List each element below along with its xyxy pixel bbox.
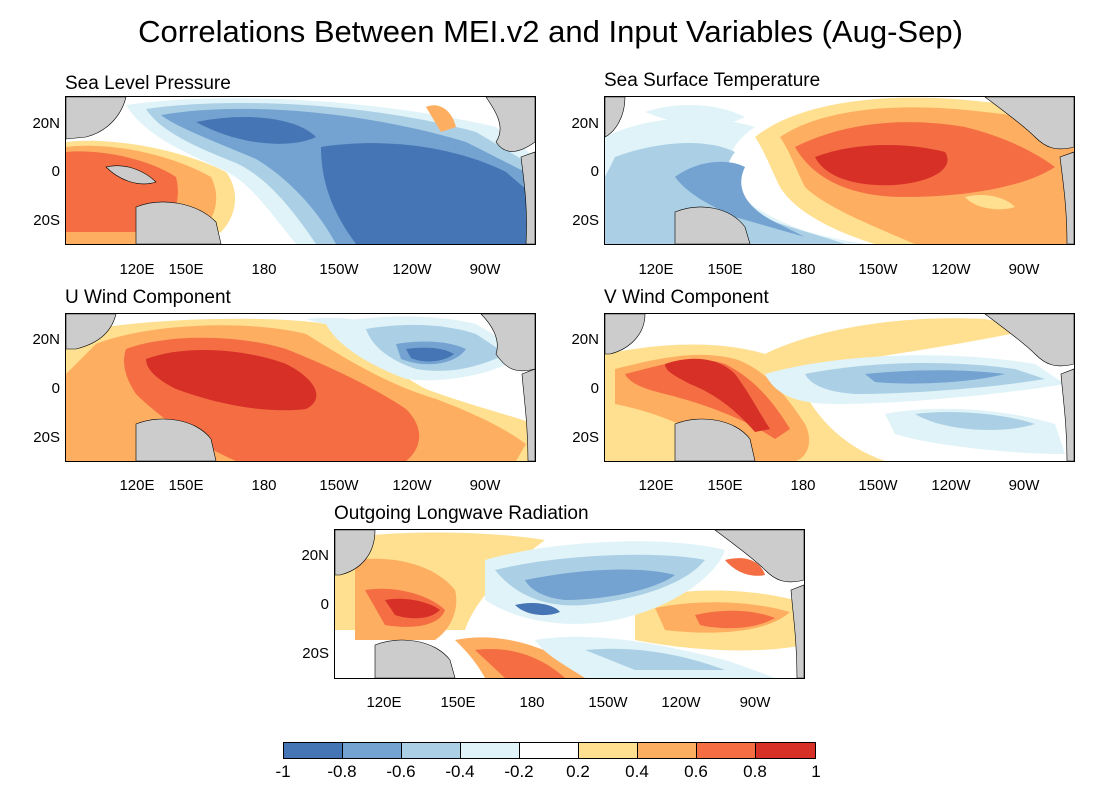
lon-label-120e: 120E — [366, 694, 402, 711]
lon-label-150e: 150E — [707, 477, 743, 494]
colorbar-label: -0.4 — [445, 762, 475, 781]
lat-label-20s: 20S — [302, 645, 329, 662]
colorbar-label: -1 — [275, 762, 291, 781]
map-slp — [65, 96, 536, 245]
lon-label-90w: 90W — [469, 477, 501, 494]
lon-label-120w: 120W — [931, 261, 971, 278]
lon-label-180: 180 — [790, 477, 816, 494]
lon-label-120e: 120E — [638, 261, 674, 278]
colorbar-label: -0.6 — [386, 762, 416, 781]
colorbar-box — [401, 742, 461, 759]
panel-title-vwnd: V Wind Component — [604, 287, 769, 308]
lon-label-120e: 120E — [638, 477, 674, 494]
colorbar-label: 1 — [811, 762, 821, 781]
lon-label-150w: 150W — [319, 261, 359, 278]
lon-label-180: 180 — [251, 261, 277, 278]
lon-label-150e: 150E — [440, 694, 476, 711]
lon-label-120w: 120W — [392, 477, 432, 494]
lon-label-120w: 120W — [931, 477, 971, 494]
lat-label-0: 0 — [590, 163, 599, 180]
lon-label-180: 180 — [251, 477, 277, 494]
lon-label-90w: 90W — [469, 261, 501, 278]
lon-label-150w: 150W — [588, 694, 628, 711]
colorbar-label: 0.4 — [625, 762, 649, 781]
colorbar-box — [342, 742, 402, 759]
lat-label-20n: 20N — [571, 115, 599, 132]
lon-label-120e: 120E — [119, 477, 155, 494]
lon-label-180: 180 — [790, 261, 816, 278]
lat-label-20s: 20S — [572, 429, 599, 446]
lat-label-20n: 20N — [301, 547, 329, 564]
map-vwnd — [604, 313, 1075, 462]
panel-title-slp: Sea Level Pressure — [65, 73, 231, 94]
lon-label-90w: 90W — [739, 694, 771, 711]
panel-title-olr: Outgoing Longwave Radiation — [334, 503, 589, 524]
lon-label-150w: 150W — [858, 477, 898, 494]
colorbar-label: 0.8 — [743, 762, 767, 781]
lon-label-150e: 150E — [168, 261, 204, 278]
lat-label-20n: 20N — [32, 115, 60, 132]
colorbar-box — [519, 742, 579, 759]
colorbar-box — [696, 742, 756, 759]
lat-label-0: 0 — [590, 380, 599, 397]
lon-label-150w: 150W — [319, 477, 359, 494]
colorbar-label: 0.6 — [684, 762, 708, 781]
lon-label-180: 180 — [519, 694, 545, 711]
colorbar-label: -0.2 — [504, 762, 534, 781]
lat-label-20s: 20S — [33, 429, 60, 446]
colorbar-box — [755, 742, 816, 759]
panel-title-uwnd: U Wind Component — [65, 287, 231, 308]
lat-label-0: 0 — [51, 163, 60, 180]
map-sst — [604, 96, 1075, 245]
colorbar-label: 0.2 — [566, 762, 590, 781]
colorbar-box — [283, 742, 343, 759]
lon-label-150w: 150W — [858, 261, 898, 278]
lat-label-20s: 20S — [33, 212, 60, 229]
figure-title: Correlations Between MEI.v2 and Input Va… — [138, 14, 963, 49]
lon-label-150e: 150E — [168, 477, 204, 494]
lat-label-20n: 20N — [32, 331, 60, 348]
lon-label-120w: 120W — [661, 694, 701, 711]
colorbar-box — [460, 742, 520, 759]
lat-label-0: 0 — [320, 596, 329, 613]
lon-label-120w: 120W — [392, 261, 432, 278]
colorbar-box — [578, 742, 638, 759]
lon-label-90w: 90W — [1008, 261, 1040, 278]
map-olr — [334, 529, 805, 679]
lon-label-150e: 150E — [707, 261, 743, 278]
lat-label-0: 0 — [51, 380, 60, 397]
lon-label-90w: 90W — [1008, 477, 1040, 494]
map-uwnd — [65, 313, 536, 462]
lat-label-20s: 20S — [572, 212, 599, 229]
lat-label-20n: 20N — [571, 331, 599, 348]
panel-title-sst: Sea Surface Temperature — [604, 70, 821, 91]
lon-label-120e: 120E — [119, 261, 155, 278]
colorbar-box — [637, 742, 697, 759]
colorbar-label: -0.8 — [327, 762, 357, 781]
